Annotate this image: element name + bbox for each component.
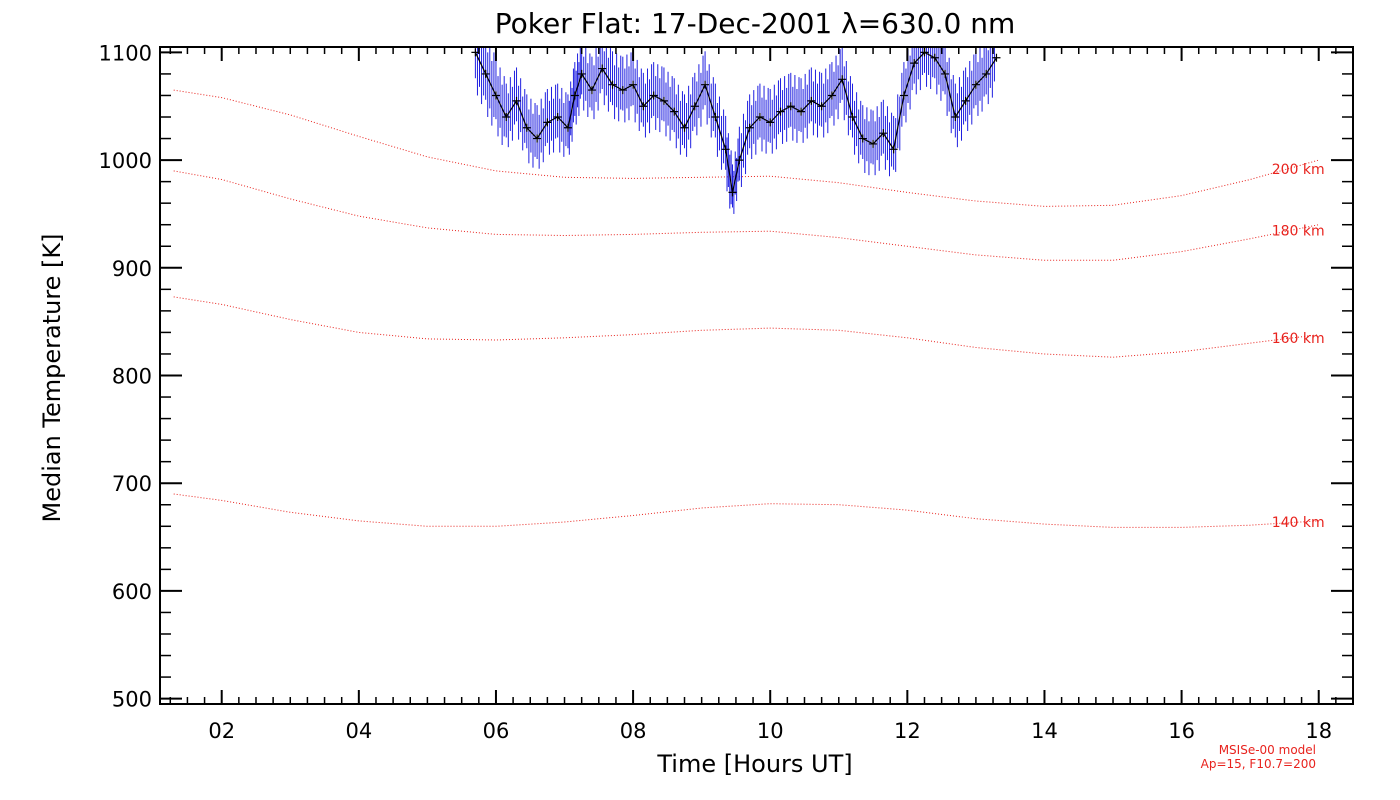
- data-point: [543, 118, 552, 127]
- measured-data: [471, 47, 1001, 214]
- data-point: [553, 113, 562, 122]
- y-tick-label: 800: [112, 365, 152, 389]
- data-point: [930, 53, 939, 62]
- model-curve: [173, 89, 1319, 207]
- data-point: [869, 139, 878, 148]
- data-point: [807, 96, 816, 105]
- data-point: [570, 91, 579, 100]
- data-point: [471, 48, 480, 57]
- data-point: [522, 123, 531, 132]
- data-point: [491, 91, 500, 100]
- data-point: [797, 107, 806, 116]
- x-tick-label: 12: [894, 719, 921, 743]
- data-point: [608, 80, 617, 89]
- axis-ticks: 02 04 06 08 10 12 14 16 18 500 600 700 800 900 1000 110…: [99, 41, 1353, 743]
- data-point: [649, 91, 658, 100]
- data-point: [701, 80, 710, 89]
- data-point: [711, 113, 720, 122]
- model-note-line: MSISe-00 model: [1219, 743, 1316, 757]
- data-point: [941, 69, 950, 78]
- data-point: [481, 69, 490, 78]
- model-curves: 200 km 180 km 160 km 140 km: [173, 89, 1325, 531]
- x-tick-label: 04: [345, 719, 372, 743]
- model-curve: [173, 296, 1319, 358]
- data-point: [680, 123, 689, 132]
- y-tick-label: 700: [112, 472, 152, 496]
- data-point: [598, 64, 607, 73]
- model-note: MSISe-00 model Ap=15, F10.7=200: [1201, 743, 1316, 771]
- data-point: [992, 53, 1001, 62]
- data-point: [848, 113, 857, 122]
- data-point: [512, 96, 521, 105]
- x-tick-label: 10: [757, 719, 784, 743]
- data-point: [879, 129, 888, 138]
- data-point: [629, 80, 638, 89]
- chart-title: Poker Flat: 17-Dec-2001 λ=630.0 nm: [495, 7, 1016, 40]
- data-point: [563, 123, 572, 132]
- data-point: [961, 96, 970, 105]
- data-point: [502, 113, 511, 122]
- data-point: [639, 102, 648, 111]
- x-tick-label: 08: [620, 719, 647, 743]
- data-point: [889, 145, 898, 154]
- data-point: [745, 123, 754, 132]
- data-point: [533, 134, 542, 143]
- y-tick-label: 1100: [99, 41, 152, 65]
- data-point: [587, 86, 596, 95]
- data-point: [982, 69, 991, 78]
- y-axis-label: Median Temperature [K]: [38, 233, 66, 522]
- model-curve: [173, 170, 1319, 261]
- data-point: [971, 80, 980, 89]
- x-tick-label: 02: [208, 719, 235, 743]
- data-point: [670, 107, 679, 116]
- data-point: [618, 86, 627, 95]
- x-tick-label: 06: [483, 719, 510, 743]
- data-point: [858, 134, 867, 143]
- data-point: [838, 75, 847, 84]
- x-tick-label: 16: [1168, 719, 1195, 743]
- data-point: [735, 156, 744, 165]
- y-tick-label: 1000: [99, 149, 152, 173]
- data-point: [721, 145, 730, 154]
- data-point: [951, 113, 960, 122]
- model-curve-label: 140 km: [1272, 515, 1325, 531]
- y-tick-label: 900: [112, 257, 152, 281]
- data-point: [690, 102, 699, 111]
- x-tick-label: 18: [1305, 719, 1332, 743]
- x-tick-label: 14: [1031, 719, 1058, 743]
- data-point: [899, 91, 908, 100]
- model-curve-label: 200 km: [1272, 162, 1325, 178]
- data-point: [786, 102, 795, 111]
- data-point: [817, 102, 826, 111]
- model-curve-label: 180 km: [1272, 224, 1325, 240]
- x-axis-label: Time [Hours UT]: [656, 750, 852, 778]
- y-tick-label: 500: [112, 688, 152, 712]
- data-point: [659, 96, 668, 105]
- data-point: [728, 188, 737, 197]
- y-tick-label: 600: [112, 580, 152, 604]
- model-curve: [173, 493, 1319, 528]
- model-note-line: Ap=15, F10.7=200: [1201, 757, 1316, 771]
- data-point: [766, 118, 775, 127]
- data-point: [827, 91, 836, 100]
- data-point: [755, 113, 764, 122]
- plot-frame: [159, 46, 1354, 705]
- data-point: [577, 69, 586, 78]
- model-curve-label: 160 km: [1272, 331, 1325, 347]
- data-point: [910, 59, 919, 68]
- data-point: [776, 107, 785, 116]
